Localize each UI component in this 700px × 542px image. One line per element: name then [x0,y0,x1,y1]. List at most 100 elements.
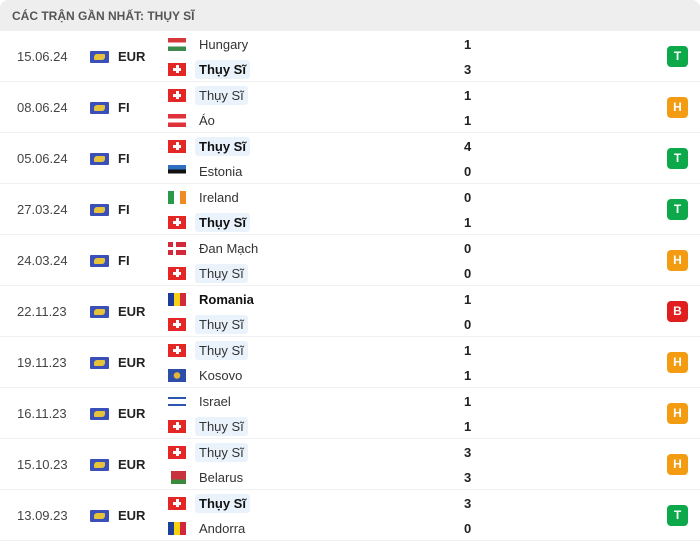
team-away[interactable]: Estonia [168,161,246,181]
team-name: Kosovo [199,367,243,383]
result-badge: T [667,46,688,67]
league-name: EUR [118,355,146,370]
estonia-flag-icon [168,164,186,178]
switzerland-flag-icon [168,62,186,76]
team-home[interactable]: Thụy Sĩ [168,340,248,360]
switzerland-flag-icon [168,88,186,102]
team-away[interactable]: Andorra [168,518,249,538]
match-row[interactable]: 15.06.24 EUR Hungary 1 Thụy Sĩ 3 T [0,31,700,82]
world-league-icon [90,153,109,165]
league-name: FI [118,202,130,217]
team-home[interactable]: Israel [168,391,235,411]
result-badge: T [667,148,688,169]
switzerland-flag-icon [168,343,186,357]
team-away[interactable]: Thụy Sĩ [168,416,248,436]
match-row[interactable]: 13.09.23 EUR Thụy Sĩ 3 Andorra 0 T [0,490,700,541]
section-header: CÁC TRẬN GẦN NHẤT: THỤY SĨ [0,0,700,31]
score-home: 0 [464,190,472,205]
kosovo-flag-icon [168,368,186,382]
result-badge: T [667,505,688,526]
match-row[interactable]: 27.03.24 FI Ireland 0 Thụy Sĩ 1 T [0,184,700,235]
match-row[interactable]: 19.11.23 EUR Thụy Sĩ 1 Kosovo 1 H [0,337,700,388]
score-home: 1 [464,88,472,103]
team-home[interactable]: Hungary [168,34,252,54]
result-badge: H [667,403,688,424]
team-home[interactable]: Thụy Sĩ [168,493,250,513]
match-row[interactable]: 24.03.24 FI Đan Mạch 0 Thụy Sĩ 0 H [0,235,700,286]
belarus-flag-icon [168,470,186,484]
team-name: Belarus [199,469,244,485]
team-away[interactable]: Kosovo [168,365,246,385]
andorra-flag-icon [168,521,186,535]
team-name: Ireland [199,189,239,205]
score-home: 1 [464,292,472,307]
result-badge: T [667,199,688,220]
switzerland-flag-icon [168,419,186,433]
world-league-icon [90,255,109,267]
switzerland-flag-icon [168,317,186,331]
world-league-icon [90,306,109,318]
team-name: Thụy Sĩ [195,263,248,283]
match-date: 24.03.24 [17,253,68,268]
team-away[interactable]: Thụy Sĩ [168,263,248,283]
team-home[interactable]: Ireland [168,187,243,207]
result-badge: B [667,301,688,322]
denmark-flag-icon [168,241,186,255]
match-row[interactable]: 15.10.23 EUR Thụy Sĩ 3 Belarus 3 H [0,439,700,490]
score-home: 1 [464,394,472,409]
world-league-icon [90,102,109,114]
team-home[interactable]: Thụy Sĩ [168,442,248,462]
team-name: Áo [199,112,215,128]
romania-flag-icon [168,292,186,306]
match-date: 27.03.24 [17,202,68,217]
world-league-icon [90,510,109,522]
match-row[interactable]: 05.06.24 FI Thụy Sĩ 4 Estonia 0 T [0,133,700,184]
team-away[interactable]: Thụy Sĩ [168,314,248,334]
switzerland-flag-icon [168,266,186,280]
match-row[interactable]: 16.11.23 EUR Israel 1 Thụy Sĩ 1 H [0,388,700,439]
team-name: Đan Mạch [199,240,259,256]
league-name: FI [118,100,130,115]
world-league-icon [90,357,109,369]
team-name: Thụy Sĩ [195,493,250,513]
team-home[interactable]: Thụy Sĩ [168,85,248,105]
team-away[interactable]: Thụy Sĩ [168,212,250,232]
match-date: 05.06.24 [17,151,68,166]
result-badge: H [667,97,688,118]
team-name: Thụy Sĩ [195,59,250,79]
team-name: Thụy Sĩ [195,136,250,156]
score-home: 1 [464,343,472,358]
match-row[interactable]: 08.06.24 FI Thụy Sĩ 1 Áo 1 H [0,82,700,133]
team-name: Thụy Sĩ [195,442,248,462]
team-name: Romania [199,291,254,307]
team-name: Thụy Sĩ [195,85,248,105]
league-name: FI [118,151,130,166]
score-home: 3 [464,445,472,460]
score-home: 4 [464,139,472,154]
team-name: Andorra [199,520,246,536]
team-home[interactable]: Thụy Sĩ [168,136,250,156]
team-away[interactable]: Thụy Sĩ [168,59,250,79]
score-away: 0 [464,266,472,281]
team-name: Thụy Sĩ [195,340,248,360]
switzerland-flag-icon [168,445,186,459]
team-home[interactable]: Romania [168,289,258,309]
ireland-flag-icon [168,190,186,204]
league-name: EUR [118,508,146,523]
israel-flag-icon [168,394,186,408]
world-league-icon [90,51,109,63]
match-row[interactable]: 22.11.23 EUR Romania 1 Thụy Sĩ 0 B [0,286,700,337]
score-away: 1 [464,113,472,128]
team-home[interactable]: Đan Mạch [168,238,262,258]
score-home: 3 [464,496,472,511]
score-away: 0 [464,317,472,332]
team-away[interactable]: Áo [168,110,219,130]
score-away: 1 [464,419,472,434]
score-away: 3 [464,62,472,77]
team-away[interactable]: Belarus [168,467,247,487]
match-date: 08.06.24 [17,100,68,115]
score-home: 0 [464,241,472,256]
match-date: 15.10.23 [17,457,68,472]
score-away: 1 [464,215,472,230]
team-name: Hungary [199,36,249,52]
